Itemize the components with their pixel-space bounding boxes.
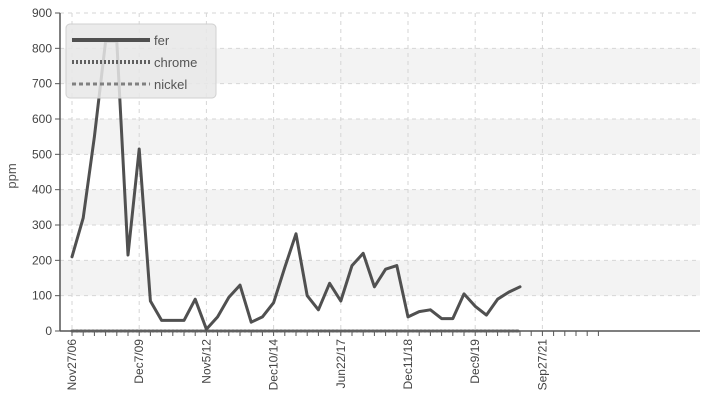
y-tick-label: 600	[32, 112, 52, 126]
x-tick-label: Nov27/06	[65, 339, 79, 391]
legend[interactable]: fer chrome nickel	[65, 23, 217, 99]
y-tick-label: 400	[32, 183, 52, 197]
x-tick-label: Dec10/14	[267, 339, 281, 391]
legend-label-nickel[interactable]: nickel	[154, 77, 187, 92]
legend-label-fer[interactable]: fer	[154, 33, 170, 48]
x-tick-label: Dec7/09	[132, 339, 146, 384]
y-tick-label: 900	[32, 6, 52, 20]
y-tick-label: 0	[45, 324, 52, 338]
series-lines	[70, 39, 522, 333]
y-axis-title: ppm	[4, 163, 19, 188]
x-tick-label: Dec11/18	[401, 339, 415, 390]
x-tick-label: Dec9/19	[468, 339, 482, 384]
x-axis-ticks: Nov27/06 Dec7/09 Nov5/12 Dec10/14 Jun22/17 De…	[65, 331, 599, 391]
x-tick-label: Nov5/12	[199, 339, 213, 384]
y-tick-label: 200	[32, 253, 52, 267]
y-tick-label: 800	[32, 41, 52, 55]
plot-band	[60, 119, 700, 155]
series-line-fer	[70, 39, 522, 331]
x-tick-label: Sep27/21	[535, 339, 549, 391]
y-tick-label: 100	[32, 289, 52, 303]
legend-label-chrome[interactable]: chrome	[154, 55, 197, 70]
plot-band	[60, 189, 700, 225]
x-tick-label: Jun22/17	[334, 339, 348, 389]
y-axis-ticks: 0 100 200 300 400 500 600 700 800 900	[32, 6, 60, 338]
y-tick-label: 300	[32, 218, 52, 232]
y-tick-label: 500	[32, 147, 52, 161]
y-tick-label: 700	[32, 77, 52, 91]
